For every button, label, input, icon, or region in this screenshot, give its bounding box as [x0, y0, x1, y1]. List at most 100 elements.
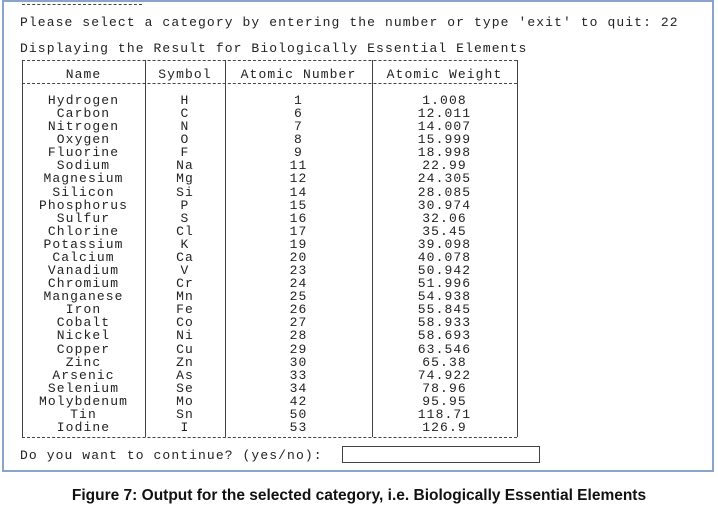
column-header: Atomic Weight — [386, 67, 503, 82]
answer-input[interactable] — [342, 446, 540, 463]
table-rule — [22, 437, 517, 438]
table-cell: 20 — [289, 249, 308, 265]
column-divider — [225, 60, 226, 437]
table-cell: Manganese — [43, 289, 124, 305]
table-cell: 33 — [289, 367, 308, 383]
table-cell: Sulfur — [56, 210, 111, 226]
column-divider — [517, 60, 518, 437]
table-cell: Si — [176, 184, 194, 200]
table-cell: Silicon — [52, 184, 115, 200]
table-cell: I — [180, 420, 190, 435]
table-cell: 63.546 — [417, 341, 472, 357]
table-cell: 7 — [294, 119, 303, 135]
table-cell: Calcium — [52, 249, 115, 265]
table-cell: 126.9 — [422, 420, 467, 435]
table-cell: Sn — [176, 406, 194, 422]
table-cell: H — [180, 93, 190, 108]
table-cell: Cr — [176, 276, 194, 292]
table-cell: 9 — [294, 145, 303, 161]
column-divider — [372, 60, 373, 437]
table-cell: Magnesium — [43, 171, 124, 187]
table-cell: Potassium — [43, 236, 124, 252]
table-cell: Zinc — [65, 354, 102, 370]
table-cell: 53 — [289, 420, 308, 435]
table-cell: Se — [176, 380, 194, 396]
table-cell: 16 — [289, 210, 308, 226]
table-cell: 11 — [289, 158, 308, 174]
table-cell: 34 — [289, 380, 308, 396]
cut-off-line — [22, 4, 142, 5]
table-cell: 18.998 — [417, 145, 472, 161]
table-cell: 50.942 — [417, 263, 472, 279]
table-cell: Fe — [176, 302, 194, 318]
table-cell: P — [180, 197, 190, 213]
figure-caption: Figure 7: Output for the selected catego… — [71, 487, 647, 504]
table-cell: 17 — [289, 223, 308, 239]
table-cell: Co — [176, 315, 194, 331]
table-cell: 6 — [294, 106, 303, 122]
table-cell: 32.06 — [422, 210, 467, 226]
table-cell: 28 — [289, 328, 308, 344]
table-cell: Nickel — [56, 328, 111, 344]
table-cell: Hydrogen — [47, 93, 120, 108]
table-cell: 14.007 — [417, 119, 472, 135]
table-cell: O — [180, 132, 190, 148]
table-cell: Nitrogen — [47, 119, 120, 135]
table-cell: 1.008 — [422, 93, 467, 108]
table-cell: 28.085 — [417, 184, 472, 200]
table-cell: Tin — [70, 406, 97, 422]
table-cell: 54.938 — [417, 289, 472, 305]
table-cell: 30.974 — [417, 197, 472, 213]
table-rule — [22, 60, 517, 61]
table-cell: N — [180, 119, 190, 135]
table-rule — [22, 83, 517, 84]
table-cell: 15 — [289, 197, 308, 213]
table-cell: Zn — [176, 354, 194, 370]
table-cell: 95.95 — [422, 393, 467, 409]
console-window: Please select a category by entering the… — [2, 0, 714, 472]
table-cell: 40.078 — [417, 249, 472, 265]
table-cell: 42 — [289, 393, 308, 409]
table-cell: Ni — [176, 328, 194, 344]
table-cell: 26 — [289, 302, 308, 318]
table-cell: 78.96 — [422, 380, 467, 396]
table-cell: 22.99 — [422, 158, 467, 174]
column-divider — [22, 60, 23, 437]
result-heading: Displaying the Result for Biologically E… — [20, 41, 528, 56]
table-cell: 51.996 — [417, 276, 472, 292]
table-cell: Chlorine — [47, 223, 120, 239]
table-cell: 27 — [289, 315, 308, 331]
table-cell: 58.933 — [417, 315, 472, 331]
table-cell: 35.45 — [422, 223, 467, 239]
table-cell: 12 — [289, 171, 308, 187]
table-cell: Cobalt — [56, 315, 111, 331]
continue-prompt: Do you want to continue? (yes/no): — [20, 448, 323, 463]
table-cell: 23 — [289, 263, 308, 279]
table-cell: 29 — [289, 341, 308, 357]
table-cell: V — [180, 263, 190, 279]
table-cell: As — [176, 367, 194, 383]
table-cell: 14 — [289, 184, 308, 200]
table-cell: Chromium — [47, 276, 120, 292]
table-cell: Ca — [176, 249, 194, 265]
table-cell: 1 — [294, 93, 303, 108]
table-cell: 39.098 — [417, 236, 472, 252]
table-cell: C — [180, 106, 190, 122]
table-cell: 30 — [289, 354, 308, 370]
table-cell: 50 — [289, 406, 308, 422]
table-cell: Vanadium — [47, 263, 120, 279]
table-cell: Na — [176, 158, 194, 174]
table-cell: S — [180, 210, 190, 226]
table-cell: Mg — [176, 171, 194, 187]
table-cell: Iodine — [56, 420, 111, 435]
table-cell: 74.922 — [417, 367, 472, 383]
table-cell: 65.38 — [422, 354, 467, 370]
table-cell: 58.693 — [417, 328, 472, 344]
table-cell: 55.845 — [417, 302, 472, 318]
table-cell: Cl — [176, 223, 194, 239]
column-header: Name — [65, 67, 102, 82]
column-header: Symbol — [158, 67, 212, 82]
column-header: Atomic Number — [240, 67, 357, 82]
table-cell: Fluorine — [47, 145, 120, 161]
